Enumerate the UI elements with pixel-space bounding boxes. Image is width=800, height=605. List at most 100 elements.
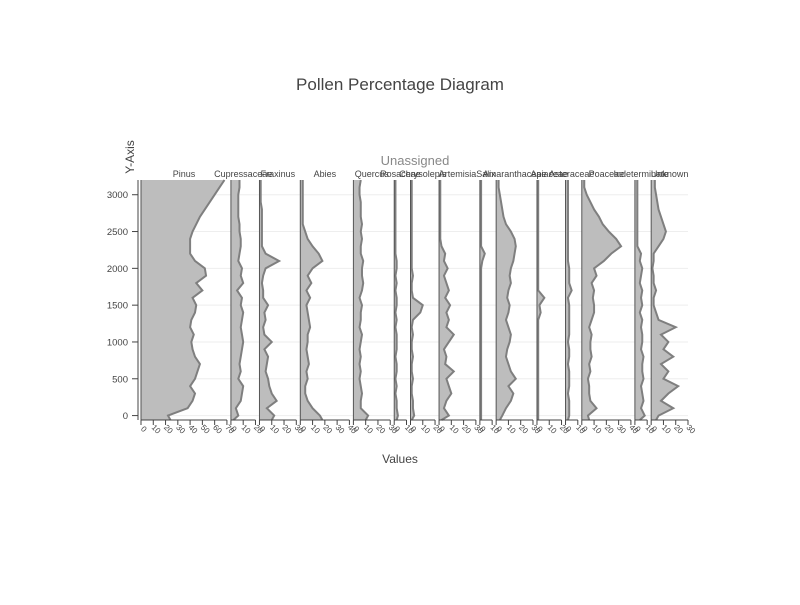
x-tick-label: 0 (298, 424, 308, 434)
series-name-pinus: Pinus (173, 169, 196, 179)
x-tick-label: 0 (633, 424, 643, 434)
x-tick-label: 10 (546, 423, 559, 436)
chart-title: Pollen Percentage Diagram (296, 75, 504, 94)
y-axis-label: Y-Axis (123, 140, 137, 174)
x-tick-label: 0 (351, 424, 361, 434)
series-line-salix (480, 180, 486, 420)
series-name-quercus: Quercus (355, 169, 390, 179)
x-tick-label: 0 (580, 424, 590, 434)
series-line-pinus (166, 179, 226, 421)
series-line-indeterminate (636, 180, 646, 421)
area-pinus (141, 180, 225, 420)
x-tick-label: 0 (564, 424, 574, 434)
series-line-apiaceae (537, 180, 546, 420)
x-tick-label: 0 (139, 424, 149, 434)
x-tick-label: 10 (660, 423, 673, 436)
x-tick-label: 10 (505, 423, 518, 436)
x-tick-label: 60 (211, 423, 224, 436)
area-apiaceae (536, 180, 545, 420)
x-tick-label: 0 (494, 424, 504, 434)
x-tick-label: 10 (150, 423, 163, 436)
x-tick-label: 10 (448, 423, 461, 436)
y-tick-label: 500 (112, 374, 128, 385)
x-tick-label: 0 (535, 424, 545, 434)
x-tick-label: 20 (460, 423, 473, 436)
x-tick-label: 40 (187, 423, 200, 436)
x-tick-label: 20 (374, 423, 387, 436)
x-tick-label: 0 (257, 424, 267, 434)
series-name-cupressaceae: Cupressaceae (214, 169, 272, 179)
x-tick-label: 0 (649, 424, 659, 434)
series-name-indeterminate: Indeterminate (614, 169, 669, 179)
x-tick-label: 20 (280, 423, 293, 436)
x-tick-label: 20 (162, 423, 175, 436)
x-tick-label: 0 (409, 424, 419, 434)
x-tick-label: 10 (591, 423, 604, 436)
x-tick-label: 10 (419, 423, 432, 436)
x-tick-label: 10 (240, 423, 253, 436)
x-tick-label: 20 (517, 423, 530, 436)
series-name-artemisia: Artemisia (439, 169, 477, 179)
x-tick-label: 0 (392, 424, 402, 434)
x-tick-label: 0 (229, 424, 239, 434)
series-name-unknown: Unknown (651, 169, 689, 179)
series-line-fraxinus (259, 180, 282, 421)
y-tick-label: 2500 (107, 227, 128, 238)
series-line-poaceae (583, 180, 623, 421)
x-tick-label: 20 (672, 423, 685, 436)
series-line-asteraceae (566, 180, 573, 421)
area-poaceae (581, 180, 622, 420)
x-tick-label: 50 (199, 423, 212, 436)
x-axis-label: Values (382, 452, 418, 466)
series-name-chrysolepis: Chrysolepis (399, 169, 447, 179)
series-name-amaranthaceae: Amaranthaceae (483, 169, 547, 179)
series-line-unknown (651, 180, 681, 421)
x-tick-label: 30 (334, 423, 347, 436)
x-tick-label: 20 (321, 423, 334, 436)
group-label: Unassigned (381, 153, 450, 168)
series-name-rosaceae: Rosaceae (380, 169, 421, 179)
x-tick-label: 0 (478, 424, 488, 434)
series-name-poaceae: Poaceae (589, 169, 625, 179)
y-tick-label: 3000 (107, 190, 128, 201)
series-line-amaranthaceae (497, 180, 518, 421)
series-line-abies (301, 180, 324, 421)
x-tick-label: 20 (603, 423, 616, 436)
series-name-fraxinus: Fraxinus (261, 169, 296, 179)
area-unknown (651, 180, 679, 420)
series-name-apiaceae: Apiaceae (530, 169, 568, 179)
series-name-abies: Abies (314, 169, 337, 179)
x-tick-label: 30 (615, 423, 628, 436)
y-tick-label: 0 (123, 411, 128, 422)
series-line-rosaceae (394, 180, 399, 421)
area-abies (300, 180, 323, 420)
panel-unknown: 0 10 20 30 Unknown (649, 169, 697, 436)
area-amaranthaceae (496, 180, 516, 420)
series-line-quercus (358, 179, 370, 421)
y-tick-label: 1500 (107, 301, 128, 312)
x-tick-label: 10 (268, 423, 281, 436)
x-tick-label: 30 (174, 423, 187, 436)
series-name-asteraceae: Asteraceae (549, 169, 595, 179)
x-tick-label: 30 (684, 423, 697, 436)
y-tick-label: 2000 (107, 264, 128, 275)
series-line-cupressaceae (232, 180, 245, 421)
x-tick-label: 10 (309, 423, 322, 436)
y-tick-label: 1000 (107, 337, 128, 348)
series-name-salix: Salix (476, 169, 496, 179)
series-line-chrysolepis (410, 180, 424, 421)
